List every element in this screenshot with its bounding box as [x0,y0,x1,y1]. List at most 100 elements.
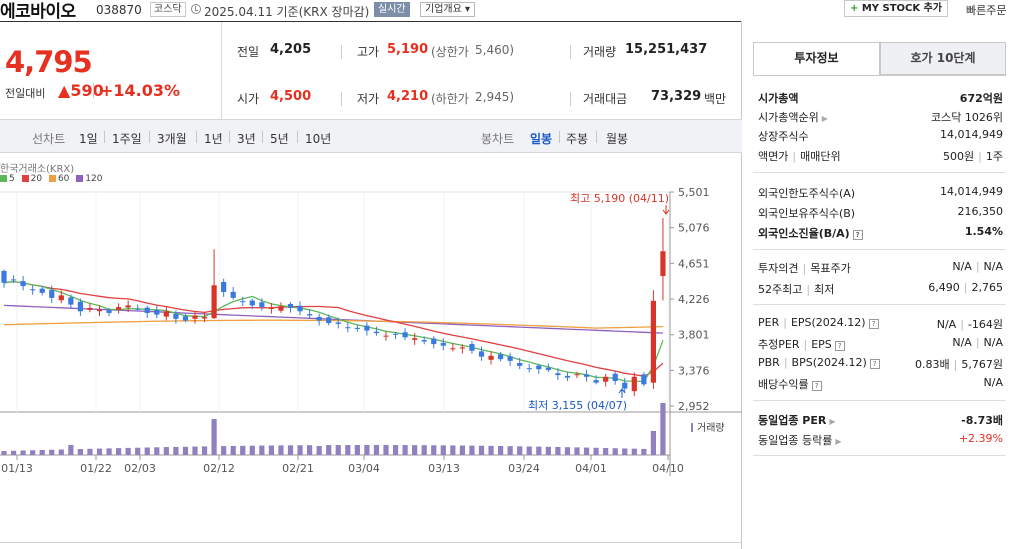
volume-bar [660,403,666,455]
row-value: N/A [983,376,1003,389]
candle-body [459,347,465,349]
volume-bar [259,445,265,455]
candle-body [364,325,370,331]
row-value: 14,014,949 [940,185,1003,198]
row-key: 동일업종 등락률 [758,434,833,447]
tab-investment-info[interactable]: 투자정보 [753,42,880,75]
row-key: 추정PER [758,338,800,351]
y-tick-label: 4,651 [678,257,710,270]
candle-body [574,374,580,376]
candle-monthly[interactable]: 월봉 [606,132,629,146]
volume-bar [39,450,45,455]
stock-name: 에코바이오 [0,2,76,22]
volume-bar [631,448,637,455]
row-key-2: EPS [811,338,832,351]
candle-body [564,375,571,378]
legend-label: 120 [85,174,103,184]
y-tick-label: 3,376 [678,364,710,377]
candle-body [412,338,418,340]
range-1w[interactable]: 1주일 [112,132,142,146]
volume-bar [287,445,294,455]
volume-bar [58,449,64,455]
candle-body [545,367,551,371]
candle-body [10,279,17,281]
candle-body [488,355,494,360]
high-label: 고가 [357,45,380,59]
volume-bar [545,446,551,455]
volume-legend-swatch [691,423,693,432]
divider [341,92,342,106]
candle-body [68,297,74,305]
help-icon[interactable]: ? [852,230,863,240]
row-value-2: -164원 [967,318,1003,331]
candle-body [182,316,189,321]
help-icon[interactable]: ? [811,381,822,391]
range-10y[interactable]: 10년 [305,132,332,146]
company-overview-dropdown[interactable]: 기업개요 ▾ [420,2,475,17]
volume-bar [230,445,236,455]
divider [229,131,230,143]
volume-bar [221,446,227,455]
candle-body [221,281,227,292]
candle-body [603,376,609,382]
caret-icon: ▶ [829,417,836,426]
prev-close-value: 4,205 [270,42,312,57]
caret-icon: ▶ [821,114,828,123]
candle-body [507,356,513,361]
volume-bar [402,445,408,455]
range-1y[interactable]: 1년 [204,132,223,146]
add-my-stock-button[interactable]: + MY STOCK 추가 [844,0,948,17]
x-tick-label: 02/21 [282,462,314,475]
ma-legend: 5 20 60 120 [0,174,106,184]
x-tick-label: 02/12 [203,462,235,475]
volume-bar [612,448,618,455]
realtime-button[interactable]: 실시간 [374,2,410,17]
row-key-2: 매매단위 [800,150,841,163]
legend-label: 5 [9,174,15,184]
row-key: 외국인보유주식수(B) [758,207,856,220]
candle-body [278,306,284,311]
candlestick-chart[interactable]: 5,501 5,076 4,651 4,226 3,801 3,376 2,952 01/1… [0,180,742,540]
help-icon[interactable]: ? [834,341,845,351]
candle-body [526,368,532,370]
row-key: PBR [758,356,780,369]
candle-body [431,338,437,345]
row-value-2: N/A [983,260,1003,273]
divider [570,92,571,106]
volume-bar [326,445,332,455]
divider [0,542,742,543]
up-arrow-icon: ▲ [58,81,71,100]
caret-icon: ▶ [835,437,842,446]
legend-swatch [76,175,84,182]
candle-body [326,317,332,324]
volume-bar [30,450,36,455]
divider: | [783,316,787,329]
help-icon[interactable]: ? [869,359,880,369]
max-annotation: 최고 5,190 (04/11) [570,192,669,205]
volume-bar [373,445,380,455]
range-3m[interactable]: 3개월 [157,132,187,146]
divider [0,21,742,22]
candle-body [402,332,408,338]
volume-bar [603,448,609,455]
divider: | [802,262,807,275]
chart-source: 한국거래소(KRX) [0,164,75,175]
volume-bar [392,445,399,455]
row-value: N/A [936,318,957,331]
range-1d[interactable]: 1일 [79,132,98,146]
help-icon[interactable]: ? [868,319,879,329]
min-arrowhead [618,388,626,394]
lower-limit-value: 2,945) [475,90,515,104]
x-tick-label: 04/01 [575,462,607,475]
candle-daily[interactable]: 일봉 [530,132,553,146]
ma-legend-item: 120 [76,174,102,184]
volume-bars [1,403,666,455]
range-5y[interactable]: 5년 [270,132,289,146]
candles [1,218,666,397]
quick-order-link[interactable]: 빠른주문 [966,4,1007,17]
row-key: 시가총액순위 [758,111,819,124]
candle-weekly[interactable]: 주봉 [566,132,589,146]
range-3y[interactable]: 3년 [237,132,256,146]
tab-orderbook[interactable]: 호가 10단계 [880,42,1006,75]
divider: | [792,150,797,163]
